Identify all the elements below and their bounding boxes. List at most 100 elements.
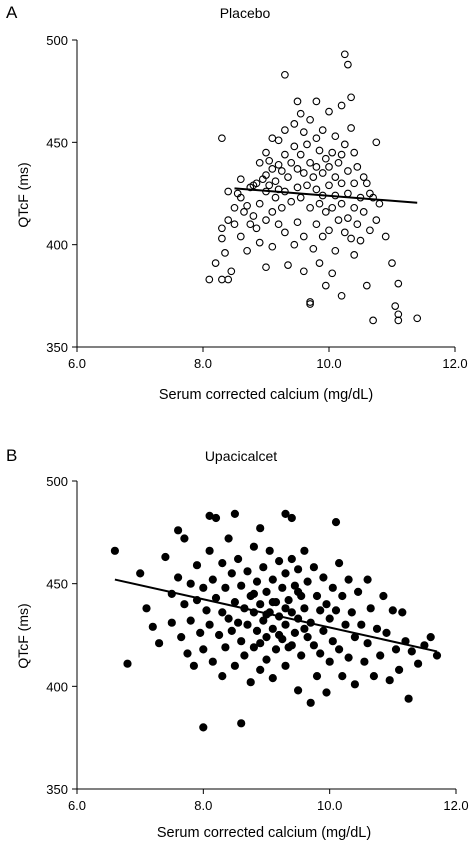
data-point bbox=[110, 546, 120, 555]
data-point bbox=[274, 160, 283, 169]
data-point bbox=[208, 657, 217, 666]
data-point bbox=[249, 212, 258, 220]
x-axis-label: Serum corrected calcium (mg/dL) bbox=[157, 825, 371, 841]
data-point bbox=[350, 680, 359, 689]
data-point bbox=[309, 563, 318, 572]
x-tick-label: 12.0 bbox=[443, 798, 468, 813]
data-point bbox=[224, 187, 233, 196]
data-point bbox=[394, 279, 403, 288]
data-point bbox=[218, 671, 227, 681]
data-point bbox=[167, 618, 176, 627]
data-point bbox=[372, 216, 381, 224]
data-point bbox=[236, 175, 245, 184]
data-point bbox=[211, 259, 220, 267]
data-point bbox=[256, 524, 265, 533]
data-point bbox=[252, 626, 262, 636]
data-point bbox=[218, 608, 227, 617]
data-point bbox=[363, 575, 372, 584]
data-point bbox=[290, 628, 299, 638]
data-point bbox=[319, 573, 328, 582]
data-point bbox=[281, 604, 290, 613]
data-point bbox=[331, 132, 340, 141]
data-point bbox=[281, 150, 289, 159]
data-points bbox=[110, 509, 442, 732]
data-point bbox=[363, 639, 372, 648]
data-point bbox=[303, 632, 312, 642]
data-point bbox=[142, 604, 151, 613]
data-point bbox=[303, 181, 311, 190]
data-point bbox=[344, 167, 352, 175]
data-point bbox=[293, 97, 302, 106]
data-point bbox=[334, 216, 343, 224]
trendline-line bbox=[234, 187, 418, 204]
data-point bbox=[227, 626, 236, 636]
data-point bbox=[347, 93, 355, 102]
data-point bbox=[328, 203, 337, 212]
data-point bbox=[312, 97, 321, 106]
data-point bbox=[306, 298, 314, 306]
data-point bbox=[398, 608, 407, 617]
data-point bbox=[189, 661, 198, 670]
data-point bbox=[174, 526, 183, 535]
data-point bbox=[318, 126, 327, 134]
data-point bbox=[315, 146, 324, 155]
data-point bbox=[205, 546, 214, 555]
data-point bbox=[312, 591, 322, 601]
data-point bbox=[344, 189, 352, 198]
data-point bbox=[237, 581, 246, 590]
data-point bbox=[316, 649, 325, 658]
data-point bbox=[281, 661, 290, 670]
data-point bbox=[353, 163, 362, 171]
data-point bbox=[337, 101, 346, 110]
data-point bbox=[357, 620, 366, 629]
data-point bbox=[394, 665, 404, 675]
data-point bbox=[315, 199, 324, 208]
data-point bbox=[331, 606, 341, 615]
data-point bbox=[199, 645, 208, 654]
panel-b: B Upacicalcet QTcF (ms) Serum corrected … bbox=[6, 446, 469, 841]
data-point bbox=[331, 517, 341, 527]
data-point bbox=[299, 128, 308, 136]
data-point bbox=[262, 632, 271, 642]
data-point bbox=[388, 259, 396, 267]
data-point bbox=[388, 606, 397, 615]
data-point bbox=[199, 723, 208, 732]
data-point bbox=[341, 620, 350, 629]
data-point bbox=[262, 148, 270, 157]
data-point bbox=[353, 220, 362, 229]
data-point bbox=[372, 138, 381, 147]
x-tick-label: 8.0 bbox=[194, 798, 212, 813]
data-point bbox=[274, 220, 283, 229]
data-point bbox=[284, 261, 292, 269]
data-point bbox=[300, 546, 309, 555]
data-point bbox=[268, 208, 277, 216]
data-point bbox=[234, 618, 243, 627]
data-point bbox=[325, 107, 333, 116]
y-tick-label: 500 bbox=[46, 33, 68, 48]
data-point bbox=[312, 163, 321, 171]
data-point bbox=[328, 148, 337, 157]
data-point bbox=[407, 647, 416, 656]
data-point bbox=[274, 556, 284, 566]
data-point bbox=[161, 552, 170, 562]
data-point bbox=[218, 224, 226, 233]
data-point bbox=[362, 179, 371, 188]
data-point bbox=[338, 591, 347, 601]
data-point bbox=[290, 240, 299, 249]
data-point bbox=[136, 569, 145, 578]
data-point bbox=[394, 316, 403, 325]
data-point bbox=[376, 651, 385, 660]
data-point bbox=[252, 577, 262, 586]
data-point bbox=[350, 148, 359, 157]
data-point bbox=[366, 226, 374, 235]
data-point bbox=[293, 165, 302, 173]
data-point bbox=[321, 281, 330, 290]
data-point bbox=[299, 267, 308, 276]
data-point bbox=[249, 589, 258, 599]
data-point bbox=[312, 134, 321, 143]
data-point bbox=[262, 655, 271, 664]
data-point bbox=[186, 616, 195, 625]
data-point bbox=[218, 234, 226, 243]
data-point bbox=[249, 542, 258, 551]
data-point bbox=[322, 600, 331, 609]
